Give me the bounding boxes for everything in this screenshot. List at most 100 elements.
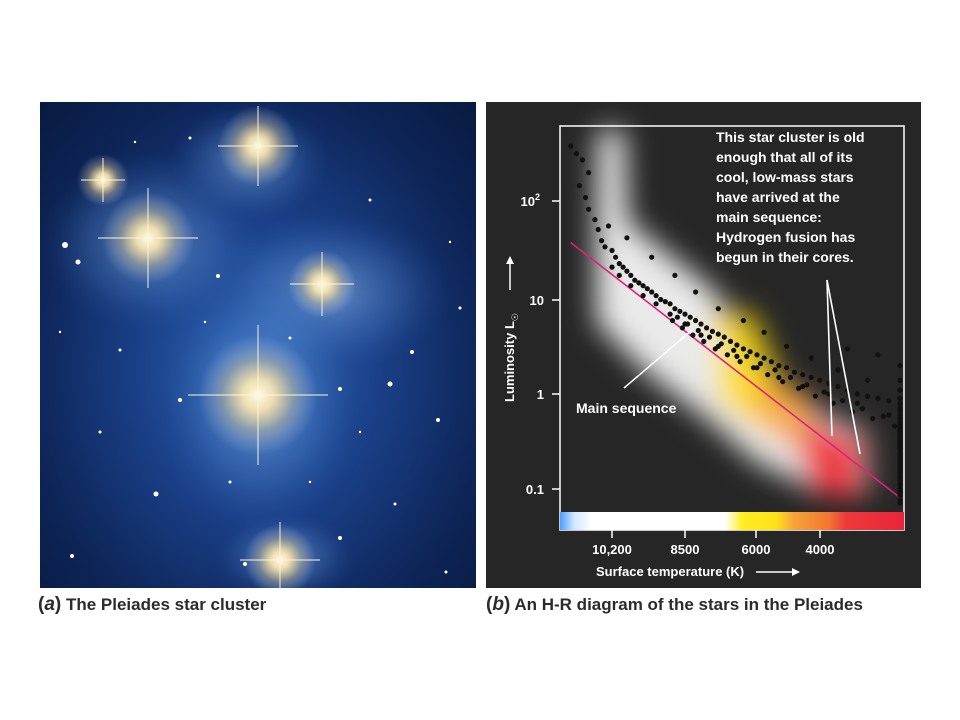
star-data-point — [897, 488, 903, 494]
star-data-point — [897, 497, 903, 503]
star-data-point — [747, 349, 753, 355]
star-data-point — [740, 317, 746, 324]
star-data-point — [897, 406, 903, 412]
star-data-point — [586, 206, 592, 212]
annotation-line: cool, low-mass stars — [716, 169, 854, 185]
star-data-point — [875, 395, 881, 401]
star-data-point — [731, 347, 737, 353]
star-data-point — [897, 419, 903, 425]
star-data-point — [658, 296, 664, 303]
star-data-point — [632, 277, 638, 283]
star-data-point — [704, 325, 710, 331]
star-data-point — [830, 400, 836, 406]
annotation-line: Hydrogen fusion has — [716, 229, 855, 245]
star-data-point — [701, 338, 707, 344]
star-data-point — [897, 363, 903, 369]
star-data-point — [649, 289, 655, 295]
y-ticks: 102 10 1 0.1 — [521, 192, 544, 497]
cluster-annotation: This star cluster is old enough that all… — [716, 129, 865, 265]
star-data-point — [897, 478, 903, 484]
caption-b-text: An H-R diagram of the stars in the Pleia… — [514, 595, 863, 614]
star-data-point — [808, 374, 814, 380]
x-tick-label: 4000 — [806, 542, 835, 557]
star-data-point — [897, 400, 903, 406]
star-data-point — [682, 311, 688, 317]
y-tick-label: 1 — [537, 387, 544, 402]
annotation-line: have arrived at the — [716, 189, 840, 205]
star-data-point — [840, 398, 846, 404]
star-data-point — [602, 244, 608, 250]
star-data-point — [653, 301, 659, 307]
star-data-point — [880, 413, 886, 419]
annotation-line: main sequence: — [716, 209, 822, 225]
star-data-point — [582, 194, 589, 201]
star-data-point — [693, 289, 699, 295]
star-data-point — [605, 223, 612, 229]
star-data-point — [897, 466, 903, 472]
star-data-point — [787, 374, 794, 380]
x-tick-label: 8500 — [671, 542, 700, 557]
star-data-point — [886, 398, 892, 404]
star-data-point — [653, 293, 659, 299]
star-data-point — [693, 317, 699, 324]
star-data-point — [628, 272, 634, 278]
star-data-point — [690, 332, 696, 338]
data-points — [568, 143, 903, 506]
star-data-point — [784, 365, 790, 371]
star-data-point — [897, 472, 903, 478]
star-data-point — [724, 352, 730, 358]
star-data-point — [734, 353, 740, 359]
star-data-point — [761, 355, 767, 361]
pleiades-photo-art — [40, 102, 462, 588]
star-data-point — [715, 331, 721, 337]
x-axis-arrowhead — [792, 568, 800, 576]
star-data-point — [844, 346, 851, 352]
y-tick-label: 0.1 — [526, 482, 544, 497]
cluster-pointers — [826, 279, 861, 455]
faint-stars — [58, 136, 462, 574]
star-data-point — [667, 301, 673, 307]
star-data-point — [768, 359, 774, 365]
star-data-point — [624, 268, 630, 274]
star-data-point — [864, 377, 871, 383]
star-data-point — [718, 341, 724, 347]
star-data-point — [595, 226, 601, 233]
star-data-point — [800, 383, 806, 390]
star-data-point — [649, 254, 655, 260]
star-data-point — [804, 382, 810, 388]
star-data-point — [609, 264, 615, 270]
y-tick-label: 102 — [521, 192, 540, 209]
star-data-point — [859, 406, 865, 412]
star-data-point — [712, 346, 718, 352]
x-tick-label: 6000 — [742, 542, 771, 557]
main-sequence-line — [570, 241, 901, 499]
star-data-point — [897, 431, 903, 437]
star-data-point — [870, 415, 876, 422]
star-data-point — [599, 238, 605, 244]
star-data-point — [613, 254, 619, 260]
star-data-point — [800, 372, 806, 378]
star-data-point — [897, 482, 903, 488]
star-data-point — [616, 261, 622, 267]
star-data-point — [698, 332, 704, 338]
star-data-point — [734, 342, 740, 348]
star-data-point — [897, 387, 903, 393]
hr-diagram: 102 10 1 0.1 Luminosity L☉ 10,200 8500 6… — [502, 125, 905, 579]
star-data-point — [640, 293, 646, 299]
star-data-point — [662, 299, 668, 305]
x-axis-label: Surface temperature (K) — [596, 564, 744, 579]
star-data-point — [740, 346, 746, 352]
star-data-point — [698, 321, 704, 327]
star-data-point — [897, 492, 903, 498]
star-data-point — [706, 334, 713, 340]
star-data-point — [864, 393, 871, 399]
star-data-point — [609, 247, 615, 254]
star-data-point — [667, 311, 673, 317]
annotation-line: enough that all of its — [716, 149, 853, 165]
star-data-point — [835, 383, 841, 390]
star-data-point — [579, 157, 585, 163]
star-data-point — [897, 453, 903, 459]
star-data-point — [897, 377, 903, 383]
star-data-point — [672, 272, 678, 278]
star-data-point — [709, 328, 715, 334]
